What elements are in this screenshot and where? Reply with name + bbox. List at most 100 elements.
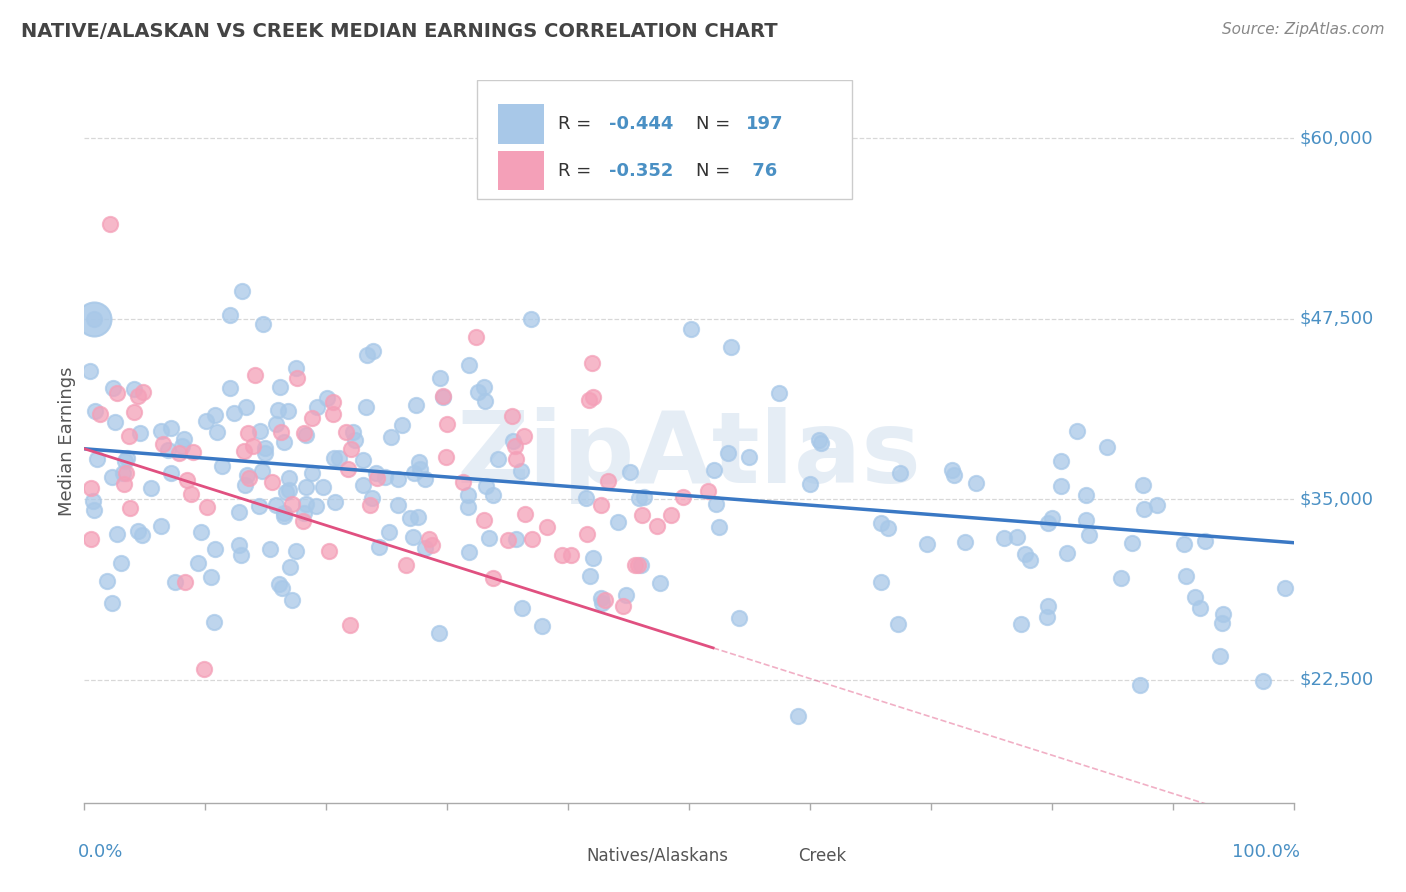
Point bbox=[589, 591, 612, 606]
Point bbox=[387, 498, 409, 512]
Point bbox=[943, 467, 966, 482]
Point bbox=[536, 519, 558, 533]
Point bbox=[86, 452, 108, 467]
Point bbox=[575, 491, 598, 505]
Point bbox=[342, 425, 364, 439]
Point bbox=[1010, 617, 1032, 632]
Point bbox=[173, 432, 195, 446]
Point bbox=[273, 509, 295, 524]
Point bbox=[363, 344, 385, 359]
Point bbox=[281, 593, 304, 607]
Point bbox=[104, 415, 127, 429]
Point bbox=[1174, 569, 1197, 583]
Point bbox=[659, 508, 682, 523]
Point bbox=[315, 391, 337, 405]
Point bbox=[115, 466, 138, 480]
Text: R =: R = bbox=[558, 115, 598, 133]
Point bbox=[281, 497, 304, 511]
Point bbox=[150, 519, 173, 533]
Point bbox=[434, 450, 457, 464]
Point bbox=[1074, 512, 1097, 526]
Point bbox=[704, 497, 727, 511]
Point bbox=[352, 452, 374, 467]
Point bbox=[301, 410, 323, 425]
Point bbox=[877, 521, 900, 535]
Point bbox=[870, 574, 893, 589]
Point bbox=[222, 406, 245, 420]
Point bbox=[717, 446, 740, 460]
Text: Natives/Alaskans: Natives/Alaskans bbox=[586, 847, 728, 864]
Point bbox=[465, 330, 488, 344]
Point bbox=[496, 533, 519, 548]
Point bbox=[277, 404, 299, 418]
Point bbox=[429, 370, 451, 384]
Point bbox=[328, 451, 350, 466]
Point bbox=[993, 531, 1015, 545]
Text: $47,500: $47,500 bbox=[1299, 310, 1374, 327]
Point bbox=[252, 464, 274, 478]
Point bbox=[312, 480, 335, 494]
Point bbox=[236, 468, 259, 483]
Point bbox=[614, 588, 637, 602]
Text: $22,500: $22,500 bbox=[1299, 671, 1374, 689]
Point bbox=[1050, 479, 1073, 493]
Point bbox=[322, 407, 344, 421]
Point bbox=[1005, 530, 1028, 544]
Point bbox=[502, 434, 524, 448]
Point bbox=[322, 394, 344, 409]
Point bbox=[481, 488, 503, 502]
Point bbox=[96, 574, 118, 588]
Point bbox=[520, 312, 543, 326]
Text: $35,000: $35,000 bbox=[1299, 491, 1374, 508]
Point bbox=[285, 371, 308, 385]
Point bbox=[292, 514, 315, 528]
Text: -0.444: -0.444 bbox=[609, 115, 673, 133]
Point bbox=[245, 368, 267, 382]
Point bbox=[720, 339, 742, 353]
Point bbox=[1014, 547, 1036, 561]
Point bbox=[645, 519, 668, 533]
Point bbox=[233, 478, 256, 492]
Point bbox=[1121, 536, 1143, 550]
Point bbox=[799, 477, 821, 491]
Point bbox=[1036, 516, 1059, 530]
Point bbox=[474, 393, 496, 408]
Point bbox=[550, 548, 572, 562]
Point bbox=[451, 475, 474, 489]
Point bbox=[458, 358, 481, 372]
Point bbox=[118, 501, 141, 516]
Point bbox=[193, 662, 215, 676]
Point bbox=[787, 709, 810, 723]
Bar bbox=[755, 842, 789, 870]
Point bbox=[292, 506, 315, 520]
Point bbox=[612, 599, 634, 614]
Point bbox=[366, 466, 388, 480]
Point bbox=[432, 390, 454, 404]
Point bbox=[1109, 571, 1132, 585]
Point bbox=[278, 560, 301, 574]
Point bbox=[366, 471, 388, 485]
Point bbox=[560, 548, 582, 562]
Point bbox=[270, 425, 292, 440]
Point bbox=[1040, 511, 1063, 525]
Text: NATIVE/ALASKAN VS CREEK MEDIAN EARNINGS CORRELATION CHART: NATIVE/ALASKAN VS CREEK MEDIAN EARNINGS … bbox=[21, 22, 778, 41]
Point bbox=[607, 515, 630, 529]
Point bbox=[98, 217, 121, 231]
Point bbox=[1211, 615, 1233, 630]
Point bbox=[249, 424, 271, 438]
Point bbox=[295, 427, 318, 442]
Point bbox=[128, 425, 150, 440]
Point bbox=[322, 450, 344, 465]
Point bbox=[294, 480, 316, 494]
Point bbox=[768, 386, 790, 401]
Point bbox=[101, 596, 124, 610]
Point bbox=[122, 382, 145, 396]
Point bbox=[318, 544, 340, 558]
Point bbox=[127, 524, 149, 538]
Point bbox=[728, 611, 751, 625]
Point bbox=[284, 544, 307, 558]
Point bbox=[273, 506, 295, 520]
Point bbox=[870, 516, 893, 531]
Point bbox=[181, 445, 204, 459]
Point bbox=[408, 510, 430, 524]
